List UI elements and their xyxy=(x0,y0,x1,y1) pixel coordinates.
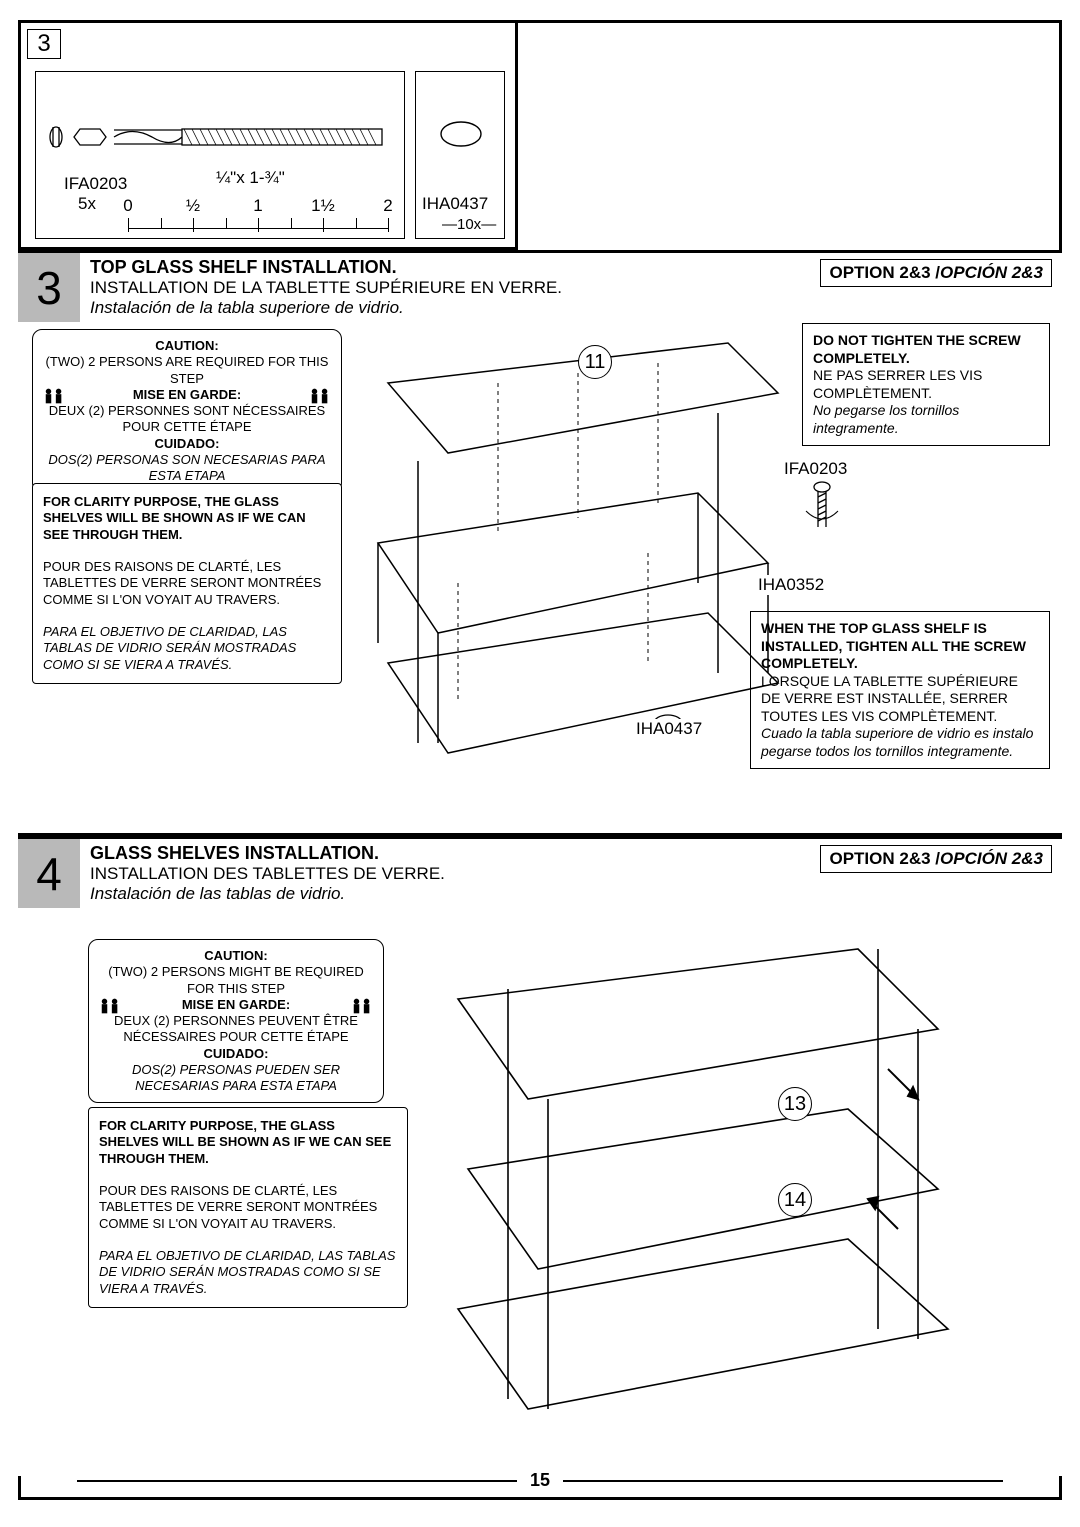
caution-text-fr: DEUX (2) PERSONNES SONT NÉCESSAIRES POUR… xyxy=(43,403,331,436)
callout-11: 11 xyxy=(578,345,612,379)
after-es: Cuado la tabla superiore de vidrio es in… xyxy=(761,725,1039,760)
page-footer: 15 xyxy=(21,1470,1059,1491)
caution4-heading-fr: MISE EN GARDE: xyxy=(182,997,290,1012)
step-3-tighten-warn: DO NOT TIGHTEN THE SCREW COMPLETELY. NE … xyxy=(802,323,1050,446)
after-en: WHEN THE TOP GLASS SHELF IS INSTALLED, T… xyxy=(761,620,1039,673)
step-4-title-en: GLASS SHELVES INSTALLATION. xyxy=(90,843,379,863)
caution-heading-fr: MISE EN GARDE: xyxy=(133,387,241,402)
step-4-caution-box: CAUTION: (TWO) 2 PERSONS MIGHT BE REQUIR… xyxy=(88,939,384,1103)
warn-en: DO NOT TIGHTEN THE SCREW COMPLETELY. xyxy=(813,332,1039,367)
step-3: 3 TOP GLASS SHELF INSTALLATION. INSTALLA… xyxy=(18,250,1062,836)
caution4-text-en: (TWO) 2 PERSONS MIGHT BE REQUIRED FOR TH… xyxy=(99,964,373,997)
after-fr: LORSQUE LA TABLETTE SUPÉRIEURE DE VERRE … xyxy=(761,673,1039,726)
ruler: 0 ½ 1 1½ 2 xyxy=(128,218,388,238)
hardware-area: IFA0203 5x ¼"x 1-¾" xyxy=(35,71,501,233)
caution4-text-fr: DEUX (2) PERSONNES PEUVENT ÊTRE NÉCESSAI… xyxy=(99,1013,373,1046)
callout-14: 14 xyxy=(778,1183,812,1217)
screw-size: ¼"x 1-¾" xyxy=(216,168,285,188)
page-frame: 3 xyxy=(18,20,1062,1500)
caution4-heading-es: CUIDADO: xyxy=(99,1046,373,1062)
people-icon xyxy=(351,997,373,1015)
warn-fr: NE PAS SERRER LES VIS COMPLÈTEMENT. xyxy=(813,367,1039,402)
footer-rule-right xyxy=(563,1480,1003,1482)
step-3-number: 3 xyxy=(18,253,80,322)
clarity-es: PARA EL OBJETIVO DE CLARIDAD, LAS TABLAS… xyxy=(43,624,331,673)
caution4-heading-en: CAUTION: xyxy=(99,948,373,964)
hardware-washer-cell: IHA0437 —10x— xyxy=(415,71,505,239)
step-4-option-es: OPCIÓN 2&3 xyxy=(940,849,1043,868)
step-4-number: 4 xyxy=(18,839,80,908)
label-iha0437: IHA0437 xyxy=(634,719,704,739)
hardware-panel: 3 xyxy=(18,20,518,250)
step-4-title-es: Instalación de las tablas de vidrio. xyxy=(90,884,345,903)
step-3-option-en: OPTION 2&3 / xyxy=(829,263,940,282)
ruler-half: ½ xyxy=(186,196,200,215)
step-3-diagram xyxy=(348,323,788,763)
washer-sku: IHA0437 xyxy=(422,194,488,214)
step-4: 4 GLASS SHELVES INSTALLATION. INSTALLATI… xyxy=(18,836,1062,1476)
step-3-caution-box: CAUTION: (TWO) 2 PERSONS ARE REQUIRED FO… xyxy=(32,329,342,493)
step-3-tighten-after: WHEN THE TOP GLASS SHELF IS INSTALLED, T… xyxy=(750,611,1050,769)
step-4-option-en: OPTION 2&3 / xyxy=(829,849,940,868)
hardware-step-badge: 3 xyxy=(27,29,61,59)
caution-text-en: (TWO) 2 PERSONS ARE REQUIRED FOR THIS ST… xyxy=(43,354,331,387)
step-3-clarity-box: FOR CLARITY PURPOSE, THE GLASS SHELVES W… xyxy=(32,483,342,684)
people-icon xyxy=(43,387,65,405)
label-ifa0203: IFA0203 xyxy=(782,459,849,479)
caution-heading-es: CUIDADO: xyxy=(43,436,331,452)
washer-qty: 10x xyxy=(457,216,481,233)
clarity4-es: PARA EL OBJETIVO DE CLARIDAD, LAS TABLAS… xyxy=(99,1248,397,1297)
ruler-1: 1 xyxy=(253,196,262,216)
warn-es: No pegarse los tornillos integramente. xyxy=(813,402,1039,437)
page: 3 xyxy=(0,0,1080,1510)
clarity-en: FOR CLARITY PURPOSE, THE GLASS SHELVES W… xyxy=(43,494,331,543)
ruler-2: 2 xyxy=(383,196,392,216)
label-iha0352: IHA0352 xyxy=(756,575,826,595)
ruler-1half: 1½ xyxy=(311,196,335,215)
step-4-diagram xyxy=(418,929,978,1429)
step-4-option-badge: OPTION 2&3 /OPCIÓN 2&3 xyxy=(820,845,1052,873)
step-4-title-fr: INSTALLATION DES TABLETTES DE VERRE. xyxy=(90,864,445,883)
ruler-0: 0 xyxy=(123,196,132,216)
footer-rule-left xyxy=(77,1480,517,1482)
people-icon xyxy=(309,387,331,405)
screw-detail-icon xyxy=(802,479,842,539)
clarity4-fr: POUR DES RAISONS DE CLARTÉ, LES TABLETTE… xyxy=(99,1183,397,1232)
hardware-screw-cell: IFA0203 5x ¼"x 1-¾" xyxy=(35,71,405,239)
screw-illustration xyxy=(42,112,392,162)
caution4-text-es: DOS(2) PERSONAS PUEDEN SER NECESARIAS PA… xyxy=(99,1062,373,1095)
step-3-option-badge: OPTION 2&3 /OPCIÓN 2&3 xyxy=(820,259,1052,287)
step-3-header: 3 TOP GLASS SHELF INSTALLATION. INSTALLA… xyxy=(18,253,1062,322)
people-icon xyxy=(99,997,121,1015)
step-4-header: 4 GLASS SHELVES INSTALLATION. INSTALLATI… xyxy=(18,839,1062,908)
caution-text-es: DOS(2) PERSONAS SON NECESARIAS PARA ESTA… xyxy=(43,452,331,485)
step-3-title-es: Instalación de la tabla superiore de vid… xyxy=(90,298,404,317)
step-3-title-fr: INSTALLATION DE LA TABLETTE SUPÉRIEURE E… xyxy=(90,278,562,297)
screw-qty: 5x xyxy=(78,194,96,214)
callout-13: 13 xyxy=(778,1087,812,1121)
step-3-option-es: OPCIÓN 2&3 xyxy=(940,263,1043,282)
step-4-clarity-box: FOR CLARITY PURPOSE, THE GLASS SHELVES W… xyxy=(88,1107,408,1308)
page-number: 15 xyxy=(530,1470,550,1490)
washer-illustration xyxy=(436,116,486,152)
step-3-title-en: TOP GLASS SHELF INSTALLATION. xyxy=(90,257,397,277)
clarity-fr: POUR DES RAISONS DE CLARTÉ, LES TABLETTE… xyxy=(43,559,331,608)
caution-heading-en: CAUTION: xyxy=(43,338,331,354)
clarity4-en: FOR CLARITY PURPOSE, THE GLASS SHELVES W… xyxy=(99,1118,397,1167)
screw-sku: IFA0203 xyxy=(64,174,127,194)
